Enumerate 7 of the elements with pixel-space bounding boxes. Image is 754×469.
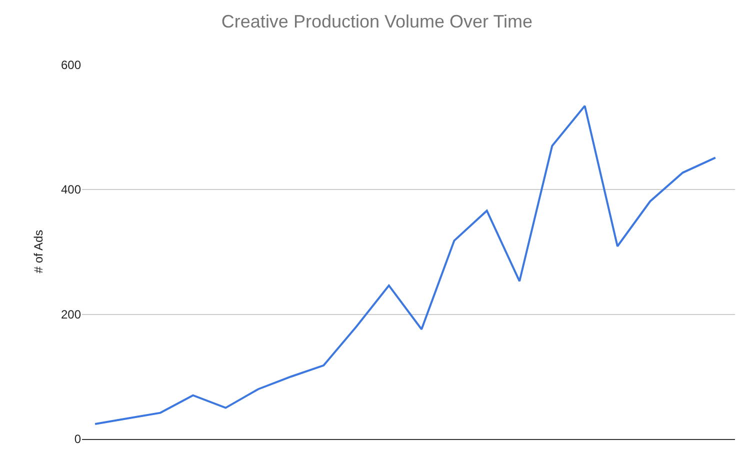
chart-title: Creative Production Volume Over Time [221, 11, 533, 32]
y-tick-label: 400 [60, 182, 82, 197]
y-tick-label: 200 [60, 307, 82, 322]
y-axis-title: # of Ads [31, 230, 46, 274]
y-tick-label: 600 [60, 58, 82, 72]
line-series [94, 104, 716, 426]
y-tick-label: 0 [74, 432, 82, 446]
